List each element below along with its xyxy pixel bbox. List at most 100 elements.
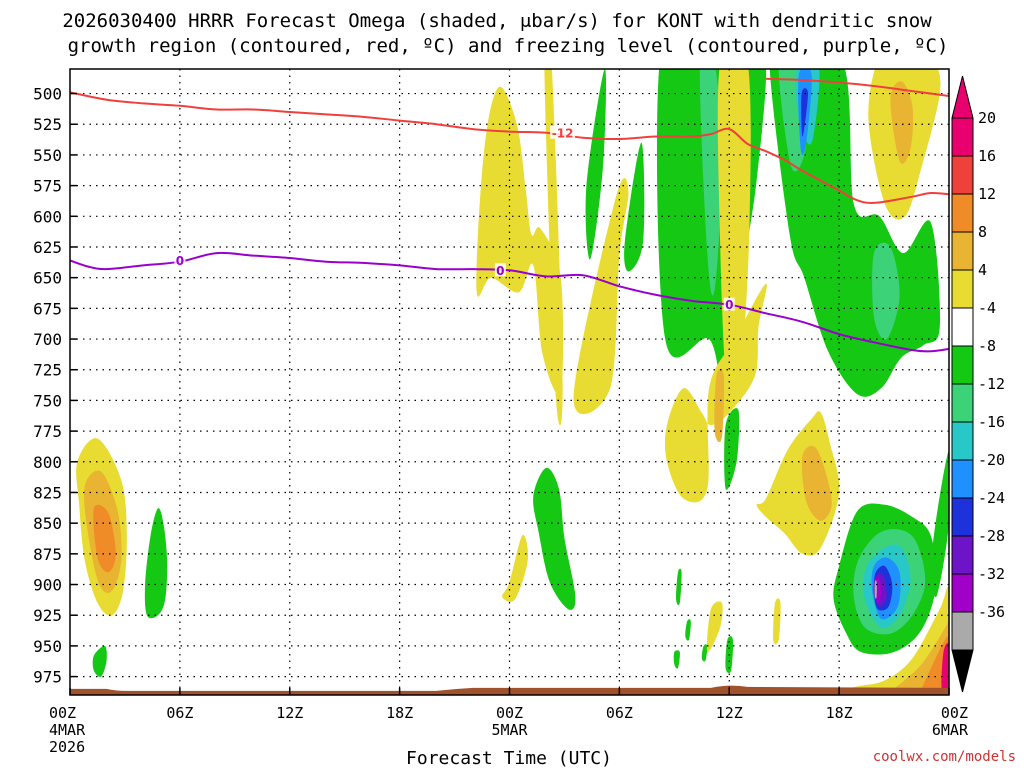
colorbar-segment-13 — [951, 611, 974, 651]
x-axis-title: Forecast Time (UTC) — [406, 748, 612, 768]
omega-region-15 — [724, 408, 740, 490]
colorbar-segment-10 — [951, 497, 974, 537]
omega-region-10 — [573, 178, 629, 415]
ytick-label-525: 525 — [33, 115, 62, 134]
ytick-label-650: 650 — [33, 269, 62, 288]
xtick-sublabel1-4: 5MAR — [491, 721, 528, 739]
omega-region-13 — [699, 69, 722, 296]
ytick-label-550: 550 — [33, 146, 62, 165]
colorbar-segment-11 — [951, 535, 974, 575]
freezing-label-2: 0 — [496, 264, 504, 278]
colorbar-label-11: -28 — [978, 527, 1005, 545]
ytick-label-675: 675 — [33, 299, 62, 318]
omega-region-20 — [717, 69, 751, 406]
omega-region-30 — [801, 445, 832, 521]
dendritic-12c-line — [70, 91, 949, 204]
colorbar-segment-3 — [951, 231, 974, 271]
ytick-label-825: 825 — [33, 483, 62, 502]
omega-region-50 — [773, 598, 781, 645]
colorbar-label-1: 16 — [978, 147, 996, 165]
ytick-label-750: 750 — [33, 391, 62, 410]
xtick-label-8: 00Z — [941, 704, 968, 722]
colorbar-label-8: -16 — [978, 413, 1005, 431]
omega-region-39 — [931, 449, 949, 597]
omega-region-45 — [685, 619, 691, 641]
dendritic-line-label-bg — [550, 125, 576, 139]
omega-region-9 — [585, 69, 607, 260]
colorbar-segment-0 — [951, 117, 974, 157]
colorbar-bottom-arrow — [951, 649, 974, 693]
colorbar-label-3: 8 — [978, 223, 987, 241]
omega-region-43 — [941, 643, 949, 694]
freezing-label-1-bg — [174, 253, 186, 267]
omega-region-47 — [701, 644, 708, 662]
y-axis: 500 525 550 575 600 625 650 675 700 725 750 775 800 8… — [33, 85, 77, 687]
contours: -12 0 0 0 — [70, 77, 949, 353]
gridlines — [70, 69, 949, 695]
xtick-sublabel1-0: 4MAR — [49, 721, 86, 739]
colorbar-segment-4 — [951, 269, 974, 309]
ytick-label-725: 725 — [33, 361, 62, 380]
colorbar-segment-2 — [951, 193, 974, 233]
colorbar: 20 16 12 8 4 -4 -8 -12 -16 -20 -24 -28 -32 -36 — [951, 75, 1005, 693]
colorbar-label-0: 20 — [978, 109, 996, 127]
xtick-label-7: 18Z — [826, 704, 853, 722]
omega-region-48 — [706, 601, 723, 653]
credit-text: coolwx.com/models — [873, 749, 1016, 765]
ytick-label-600: 600 — [33, 207, 62, 226]
colorbar-label-6: -8 — [978, 337, 996, 355]
freezing-label-2-bg — [494, 263, 506, 277]
ytick-label-850: 850 — [33, 514, 62, 533]
freezing-label-3-bg — [723, 297, 735, 311]
omega-region-28 — [890, 81, 914, 164]
xtick-label-5: 06Z — [606, 704, 633, 722]
xtick-sublabel1-8: 6MAR — [932, 721, 969, 739]
xtick-label-4: 00Z — [496, 704, 523, 722]
omega-region-7 — [533, 467, 576, 610]
colorbar-label-7: -12 — [978, 375, 1005, 393]
xtick-label-1: 06Z — [166, 704, 193, 722]
colorbar-segment-12 — [951, 573, 974, 613]
freezing-label-1: 0 — [176, 254, 184, 268]
omega-region-16 — [714, 368, 725, 443]
colorbar-segment-8 — [951, 421, 974, 461]
colorbar-label-12: -32 — [978, 565, 1005, 583]
chart-title-line1: 2026030400 HRRR Forecast Omega (shaded, … — [62, 10, 932, 32]
omega-shading — [76, 69, 949, 695]
colorbar-segment-7 — [951, 383, 974, 423]
dendritic-upper-line — [765, 77, 949, 97]
colorbar-top-arrow — [951, 75, 974, 119]
colorbar-segment-5 — [951, 307, 974, 347]
omega-region-26 — [872, 242, 900, 340]
omega-region-4 — [92, 645, 107, 677]
xtick-label-6: 12Z — [716, 704, 743, 722]
ytick-label-625: 625 — [33, 238, 62, 257]
xtick-label-2: 12Z — [276, 704, 303, 722]
omega-region-8 — [544, 69, 563, 426]
omega-region-21 — [769, 69, 941, 397]
omega-region-2 — [93, 504, 116, 573]
xtick-label-0: 00Z — [49, 704, 76, 722]
freezing-label-3: 0 — [725, 298, 733, 312]
ytick-label-900: 900 — [33, 576, 62, 595]
xtick-sublabel2-0: 2026 — [49, 738, 85, 756]
omega-region-38 — [874, 580, 877, 599]
colorbar-label-4: 4 — [978, 261, 987, 279]
omega-region-25 — [801, 88, 809, 137]
ytick-label-950: 950 — [33, 637, 62, 656]
ytick-label-500: 500 — [33, 85, 62, 104]
ytick-label-575: 575 — [33, 177, 62, 196]
omega-region-6 — [502, 534, 529, 603]
omega-region-5 — [476, 86, 564, 395]
colorbar-label-5: -4 — [978, 299, 996, 317]
omega-region-11 — [624, 142, 645, 272]
colorbar-segment-1 — [951, 155, 974, 195]
omega-region-42 — [918, 636, 949, 693]
dendritic-line-label: -12 — [552, 126, 574, 140]
colorbar-label-2: 12 — [978, 185, 996, 203]
colorbar-label-10: -24 — [978, 489, 1005, 507]
colorbar-label-9: -20 — [978, 451, 1005, 469]
omega-region-46 — [673, 650, 680, 669]
